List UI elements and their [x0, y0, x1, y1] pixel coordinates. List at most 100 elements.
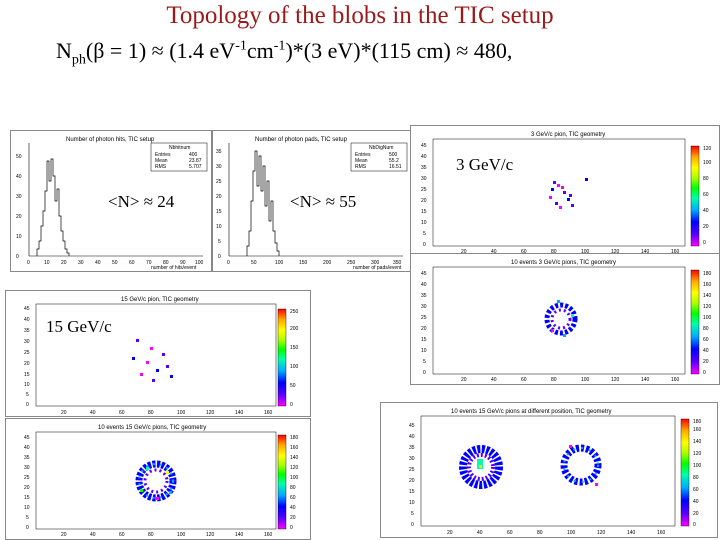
hit: [162, 353, 165, 356]
gev3-events-y-tick-9: 45: [421, 271, 427, 277]
gev15-single-x-ticks: 20 40 60 80 100 120 140 160: [61, 410, 273, 416]
gev3-events-plot-title: 10 events 3 GeV/c pions, TIC geometry: [511, 260, 616, 266]
gev15-positions-x-tick-5: 120: [597, 530, 606, 536]
photon-pads-x-tick-0: 0: [227, 260, 230, 266]
gev15-positions-frame: [420, 415, 676, 527]
gev3-single-palette-tick-2: 40: [703, 208, 709, 214]
photon-yield-formula: Nph(β = 1) ≈ (1.4 eV-1cm-1)*(3 eV)*(115 …: [56, 38, 512, 68]
photon-hits-y-tick-4: 40: [16, 174, 22, 180]
photon-hits-x-tick-0: 0: [27, 260, 30, 266]
photon-pads-x-tick-5: 250: [347, 260, 356, 266]
hit: [549, 196, 552, 199]
gev3-single-hits: [549, 178, 588, 209]
gev15-events-palette-tick-8: 160: [290, 445, 299, 451]
photon-hits-histogram: Number of photon hits, TIC setup Nbhitnu…: [10, 130, 212, 272]
photon-pads-x-tick-3: 150: [299, 260, 308, 266]
hit: [569, 194, 572, 197]
gev15-single-y-tick-9: 45: [24, 306, 30, 312]
hit: [152, 379, 155, 382]
photon-hits-stat-entries-label: Entries: [155, 152, 171, 158]
photon-hits-x-tick-8: 80: [163, 260, 169, 266]
gev15-positions-y-tick-3: 15: [409, 489, 415, 495]
gev3-single-x-tick-7: 160: [671, 249, 680, 254]
gev15-events-y-tick-8: 40: [24, 445, 30, 451]
gev3-single-x-tick-3: 80: [551, 249, 557, 254]
gev3-single-y-tick-8: 40: [421, 154, 427, 160]
gev3-single-palette-tick-1: 20: [703, 224, 709, 230]
formula-n: N: [56, 38, 72, 63]
gev3-events-palette-tick-4: 80: [703, 326, 709, 332]
gev15-events-y-tick-3: 15: [24, 495, 30, 501]
gev15-positions-palette-tick-3: 60: [693, 487, 699, 493]
gev15-positions-y-tick-0: 0: [411, 522, 414, 528]
photon-pads-y-tick-0: 0: [218, 254, 221, 260]
gev15-events-y-tick-5: 25: [24, 475, 30, 481]
gev3-single-plot-title: 3 GeV/c pion, TIC geometry: [531, 132, 605, 138]
hit: [146, 361, 149, 364]
gev15-events-y-tick-1: 5: [26, 515, 29, 521]
gev15-positions-y-tick-2: 10: [409, 500, 415, 506]
gev3-events-palette-tick-9: 180: [703, 271, 712, 277]
hit: [551, 329, 554, 332]
gev3-events-y-tick-0: 0: [423, 370, 426, 376]
gev15-events-palette-tick-3: 60: [290, 495, 296, 501]
gev3-annotation: 3 GeV/c: [456, 155, 514, 174]
hit-ring: [550, 308, 572, 330]
photon-pads-y-ticks: 0 5 10 15 20 25 30 35: [216, 149, 222, 260]
hit-ring: [459, 445, 503, 489]
gev15-single-palette-tick-1: 50: [290, 383, 296, 389]
photon-pads-x-tick-6: 300: [371, 260, 380, 266]
gev3-events-palette-tick-2: 40: [703, 348, 709, 354]
gev15-single-x-tick-7: 160: [264, 410, 273, 416]
gev15-single-y-tick-5: 25: [24, 350, 30, 356]
gev3-single-x-tick-1: 40: [491, 249, 497, 254]
hit: [170, 375, 173, 378]
photon-hits-x-tick-2: 20: [61, 260, 67, 266]
hit: [136, 339, 139, 342]
gev15-positions-y-tick-9: 45: [409, 423, 415, 429]
gev3-single-x-tick-0: 20: [461, 249, 467, 254]
gev3-events-y-tick-7: 35: [421, 293, 427, 299]
gev15-single-svg: 15 GeV/c pion, TIC geometry 0 50 100 150…: [24, 297, 299, 416]
hit-ring: [143, 468, 169, 494]
gev3-single-x-tick-5: 120: [611, 249, 620, 254]
hit: [571, 204, 574, 207]
gev15-single-palette-tick-5: 250: [290, 309, 299, 315]
gev15-events-x-tick-1: 40: [90, 532, 96, 538]
photon-hits-y-tick-1: 10: [16, 234, 22, 240]
photon-pads-stat-rms-value: 16.51: [389, 164, 402, 170]
gev15-events-x-tick-7: 160: [264, 532, 273, 538]
gev3-single-palette-tick-5: 100: [703, 160, 712, 166]
gev15-positions-palette-tick-8: 160: [693, 427, 702, 433]
gev3-events-x-tick-0: 20: [461, 377, 467, 383]
gev15-events-svg: 10 events 15 GeV/c pions, TIC geometry 0…: [24, 425, 299, 538]
photon-hits-stat-rms-value: 5.707: [189, 164, 202, 170]
photon-hits-stat-entries-value: 400: [189, 152, 198, 158]
photon-pads-x-tick-7: 350: [393, 260, 402, 266]
photon-pads-stat-entries-label: Entries: [355, 152, 371, 158]
gev15-events-palette-tick-6: 120: [290, 465, 299, 471]
gev15-events-y-ticks: 0 5 10 15 20 25 30 35 40 45: [24, 435, 30, 531]
photon-hits-histogram-line: [36, 158, 70, 256]
hit: [557, 300, 560, 303]
hit: [563, 191, 566, 194]
gev15-single-hits: [132, 339, 173, 382]
hit: [166, 365, 169, 368]
photon-hits-stat-mean-label: Mean: [155, 158, 168, 164]
gev15-events-palette-tick-9: 180: [290, 435, 299, 441]
gev15-positions-y-ticks: 0 5 10 15 20 25 30 35 40 45: [409, 423, 415, 528]
gev3-events-y-tick-1: 5: [423, 359, 426, 365]
photon-pads-y-tick-4: 20: [216, 194, 222, 200]
photon-hits-x-tick-7: 70: [146, 260, 152, 266]
gev15-single-x-tick-3: 80: [148, 410, 154, 416]
gev15-positions-x-tick-7: 160: [657, 530, 666, 536]
gev3-events-palette-tick-7: 140: [703, 293, 712, 299]
photon-hits-x-tick-6: 60: [129, 260, 135, 266]
gev15-positions-y-tick-1: 5: [411, 511, 414, 517]
gev15-events-y-tick-4: 20: [24, 485, 30, 491]
gev3-single-y-tick-1: 5: [423, 231, 426, 237]
hit-ring: [563, 447, 599, 483]
gev15-positions-x-tick-1: 40: [477, 530, 483, 536]
photon-pads-x-ticks: 0 50 100 150 200 250 300 350: [227, 260, 402, 266]
gev15-positions-palette: [680, 418, 690, 527]
